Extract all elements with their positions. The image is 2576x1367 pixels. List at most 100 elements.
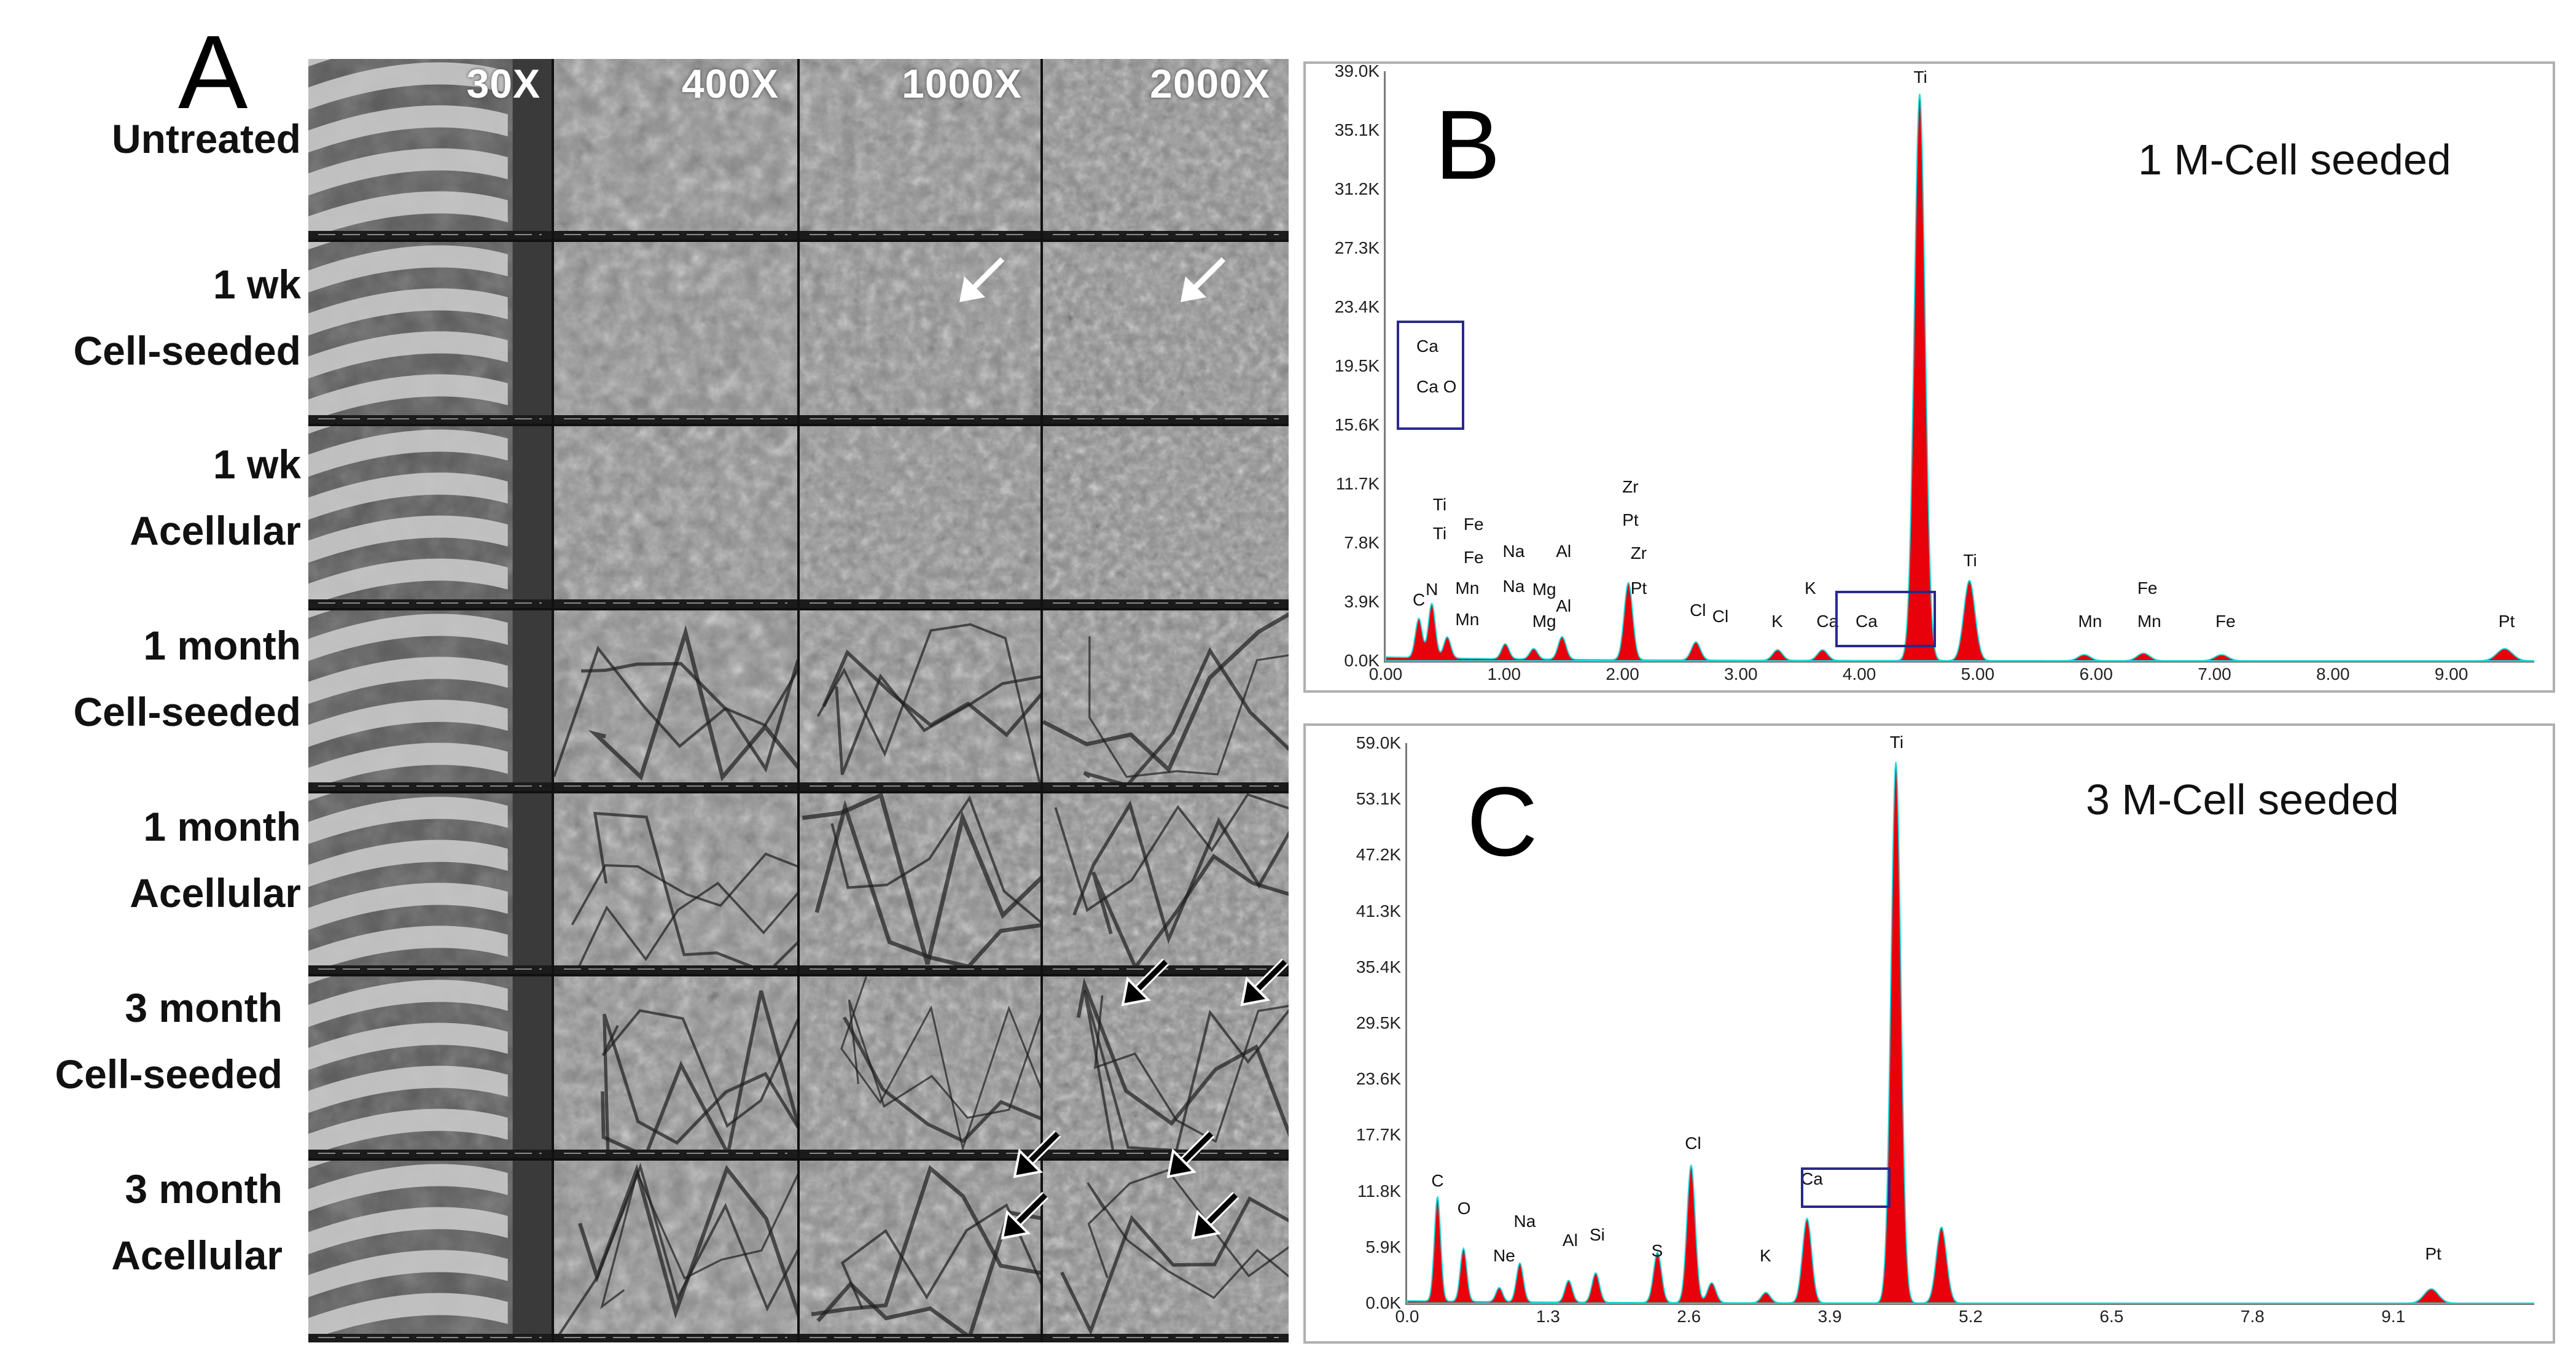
ca-roi-box — [1835, 591, 1936, 647]
peak-label: Ti — [1889, 732, 1904, 752]
sem-info-bar — [1043, 1150, 1289, 1158]
arrow-icon — [1191, 1191, 1239, 1240]
x-tick-label: 5.2 — [1959, 1307, 1983, 1326]
x-tick-label: 4.00 — [1842, 664, 1876, 684]
sem-micrograph — [554, 610, 797, 791]
arrow-icon — [1181, 257, 1226, 302]
sem-micrograph — [1043, 610, 1289, 791]
x-tick-label: 5.00 — [1961, 664, 1995, 684]
row-label: Untreated — [111, 116, 301, 162]
peak-label: Ne — [1493, 1245, 1515, 1265]
row-label: 1 month — [143, 804, 301, 849]
sem-micrograph — [800, 426, 1040, 608]
sem-info-bar — [554, 782, 797, 791]
x-tick-label: 0.0 — [1395, 1307, 1419, 1326]
x-tick-label: 6.5 — [2099, 1307, 2124, 1326]
sem-micrograph — [800, 976, 1040, 1158]
x-tick-label: 2.6 — [1677, 1307, 1701, 1326]
sem-info-bar — [554, 415, 797, 424]
peak-label: Al — [1556, 542, 1572, 561]
peak-label: Mg — [1532, 611, 1556, 631]
sem-micrograph — [554, 793, 797, 974]
eds-spectrum-c: 0.0K 5.9K 11.8K 17.7K 23.6K 29.5K 35.4K 41.3K 47… — [1303, 723, 2555, 1344]
peak-label: C — [1431, 1170, 1444, 1190]
spectrum-c-title: 3 M-Cell seeded — [2086, 776, 2399, 824]
peak-label: Pt — [1622, 510, 1639, 529]
magnification-label: 30X — [466, 61, 541, 106]
sem-micrograph — [1043, 976, 1289, 1158]
magnification-label: 2000X — [1150, 61, 1270, 106]
x-tick-label: 0.00 — [1368, 664, 1403, 684]
sem-micrograph — [308, 426, 552, 608]
spectrum-b-title: 1 M-Cell seeded — [2138, 136, 2451, 184]
peak-label: K — [1805, 578, 1816, 598]
sem-info-bar — [554, 599, 797, 608]
sem-micrograph — [1043, 242, 1289, 424]
ca-o-inset-box: Ca Ca O — [1397, 321, 1464, 430]
spectrum-b-plot: 0.0K 3.9K 7.8K 11.7K 15.6K 19.5K 23.4K 27.3K 31.… — [1335, 61, 2534, 684]
peak-label: Na — [1502, 577, 1525, 596]
arrow-icon — [1240, 958, 1289, 1007]
sem-info-bar — [308, 599, 552, 608]
y-tick-label: 35.1K — [1334, 120, 1380, 139]
x-tick-label: 8.00 — [2316, 664, 2350, 684]
ca-roi-box — [1801, 1167, 1891, 1208]
sem-info-bar — [554, 965, 797, 974]
peak-label: Na — [1513, 1212, 1536, 1231]
peak-label: Mn — [2078, 611, 2102, 631]
sem-micrograph — [800, 793, 1040, 974]
row-label: Acellular — [111, 1233, 283, 1278]
peak-label: Zr — [1630, 543, 1647, 563]
y-tick-label: 5.9K — [1365, 1237, 1401, 1256]
peak-label: Ca — [1855, 611, 1878, 631]
x-tick-label: 3.9 — [1817, 1307, 1842, 1326]
peak-label: Cl — [1712, 607, 1729, 626]
x-tick-label: 9.1 — [2381, 1307, 2406, 1326]
row-label: 3 month — [125, 1166, 283, 1212]
spectrum-area — [1385, 93, 2534, 661]
x-tick-label: 1.00 — [1487, 664, 1521, 684]
peak-label: K — [1760, 1245, 1771, 1265]
sem-info-bar — [554, 231, 797, 240]
sem-micrograph — [1043, 426, 1289, 608]
peak-label: Ti — [1963, 551, 1977, 571]
row-label: 1 month — [143, 623, 301, 668]
peak-label: Ti — [1913, 67, 1927, 87]
arrow-icon — [1166, 1130, 1215, 1178]
arrow-overlay — [959, 257, 1289, 1240]
peak-label: Mn — [1455, 610, 1480, 629]
y-tick-label: 15.6K — [1334, 415, 1380, 434]
sem-micrograph: 2000X — [1043, 59, 1289, 240]
peak-label: S — [1651, 1241, 1663, 1261]
x-tick-label: 2.00 — [1606, 664, 1639, 684]
sem-micrograph — [308, 610, 552, 791]
eds-spectrum-b: 0.0K 3.9K 7.8K 11.7K 15.6K 19.5K 23.4K 27.3K 31.… — [1303, 61, 2555, 693]
arrow-icon — [1001, 1191, 1049, 1240]
y-tick-label: 23.6K — [1356, 1069, 1401, 1089]
y-tick-label: 0.0K — [1344, 651, 1380, 670]
peak-label: Na — [1502, 542, 1525, 561]
x-tick-label: 1.3 — [1536, 1307, 1560, 1326]
peak-label: Cl — [1685, 1134, 1701, 1153]
peak-label: Al — [1556, 596, 1572, 616]
peak-label: Fe — [1463, 548, 1484, 567]
sem-micrograph: 400X — [554, 59, 797, 240]
panel-a-letter: A — [178, 14, 248, 131]
sem-micrograph — [800, 242, 1040, 424]
row-label: 1 wk — [213, 442, 301, 487]
sem-micrograph — [1043, 1161, 1289, 1342]
y-tick-label: 23.4K — [1334, 297, 1380, 316]
panel-c-letter: C — [1467, 766, 1538, 876]
sem-info-bar — [308, 965, 552, 974]
sem-info-bar — [1043, 231, 1289, 240]
sem-info-bar — [308, 1150, 552, 1158]
row-label: Acellular — [130, 870, 301, 916]
peak-label: Mn — [1455, 578, 1480, 598]
inset-label: Ca — [1416, 337, 1438, 356]
y-tick-label: 0.0K — [1365, 1293, 1401, 1312]
peak-label: Ti — [1432, 523, 1447, 543]
sem-info-bar — [554, 1150, 797, 1158]
row-label: Cell-seeded — [55, 1051, 283, 1097]
sem-micrograph — [554, 976, 797, 1158]
row-label: 1 wk — [213, 262, 301, 307]
